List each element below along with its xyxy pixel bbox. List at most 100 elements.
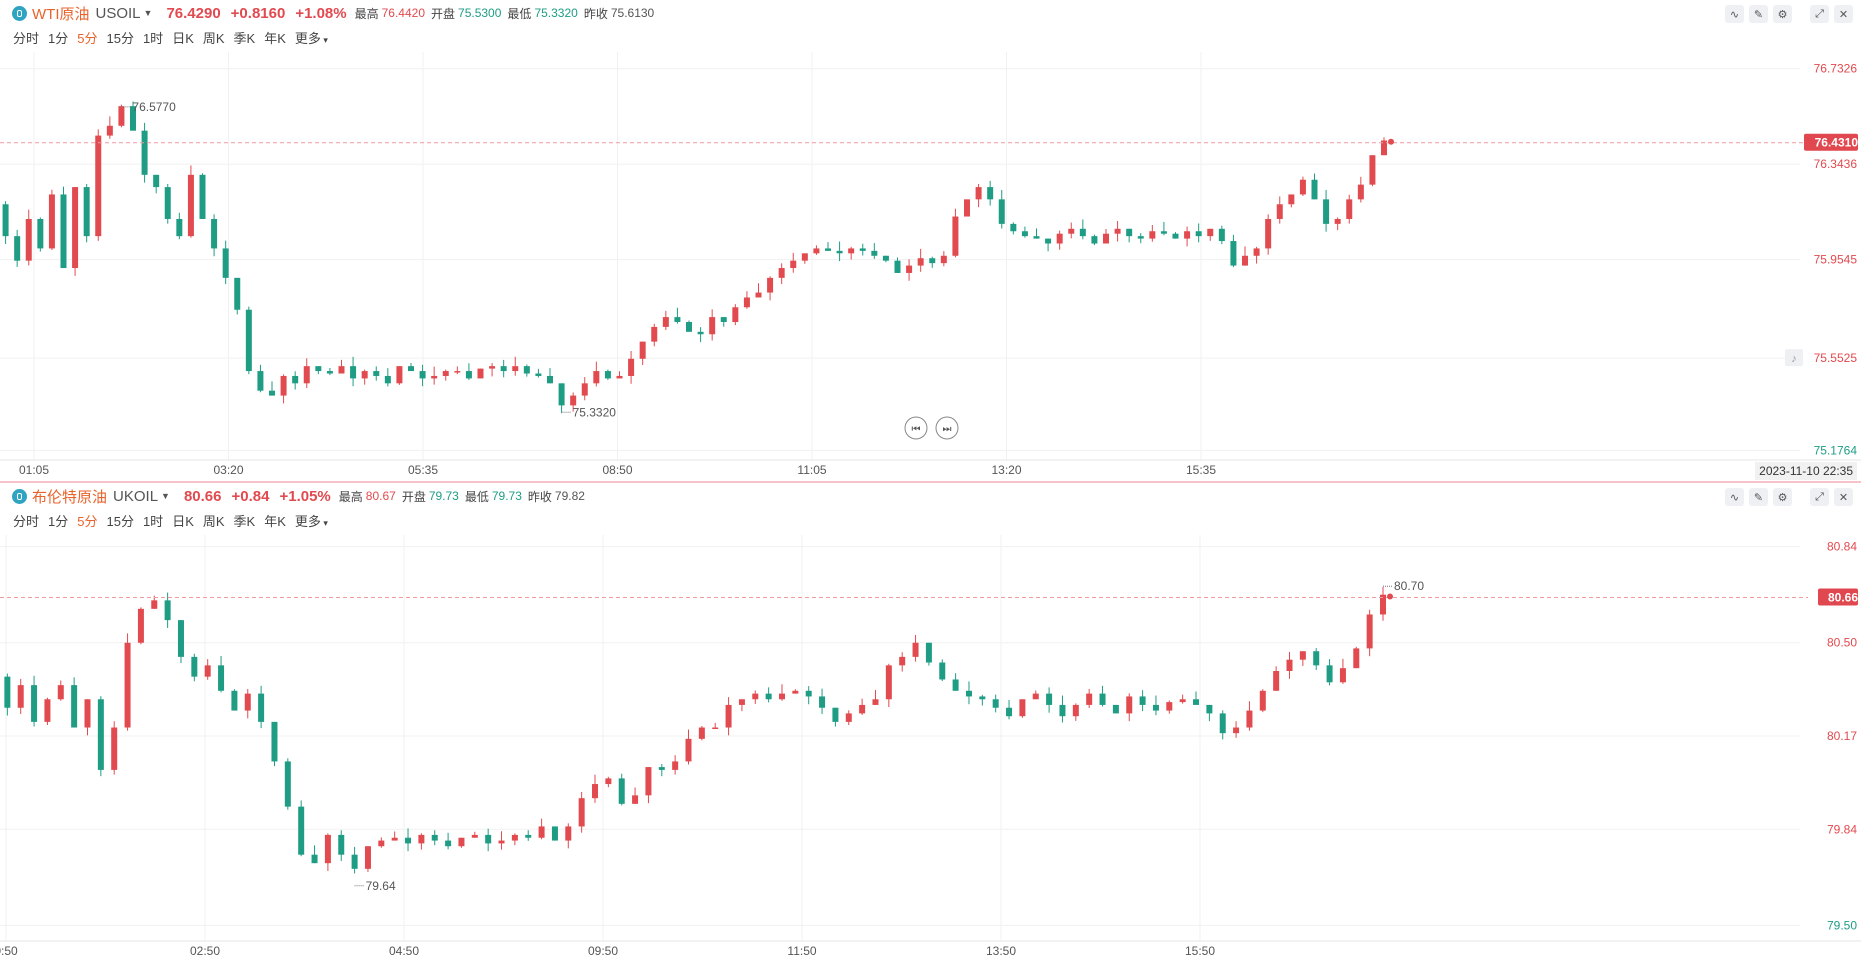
symbol-code[interactable]: UKOIL: [113, 487, 159, 505]
period-tab[interactable]: 1分: [48, 31, 69, 46]
stat-low-label: 最低: [464, 489, 489, 504]
period-tab[interactable]: 1分: [48, 514, 69, 529]
period-tab[interactable]: 15分: [106, 31, 134, 46]
candle-body: [1193, 699, 1200, 705]
candle-body: [378, 840, 385, 847]
candle-body: [565, 826, 572, 841]
candle-body: [151, 600, 158, 609]
draw-pencil-icon[interactable]: ✎: [1749, 488, 1768, 506]
candle-body: [164, 187, 171, 219]
price-change: +0.84: [231, 487, 270, 505]
period-tab[interactable]: 年K: [264, 31, 286, 46]
pane-divider[interactable]: [0, 481, 1861, 483]
candle-body: [177, 620, 184, 657]
candle-body: [535, 373, 542, 376]
candle-body: [222, 248, 229, 278]
chevron-down-icon[interactable]: ▼: [143, 8, 153, 18]
candle-body: [137, 608, 144, 643]
symbol-code[interactable]: USOIL: [95, 4, 141, 22]
expand-icon[interactable]: ⤢: [1810, 488, 1829, 506]
candle-body: [894, 260, 901, 273]
period-tab[interactable]: 分时: [13, 31, 40, 46]
period-tab[interactable]: 分时: [13, 514, 40, 529]
candle-body: [500, 366, 507, 372]
candle-body: [1259, 690, 1266, 711]
stat-high-label: 最高: [354, 6, 379, 21]
candle-body: [418, 834, 425, 844]
draw-pencil-icon[interactable]: ✎: [1749, 5, 1768, 23]
candle-body: [442, 371, 449, 376]
chevron-down-icon[interactable]: ▼: [161, 491, 170, 501]
candle-body: [72, 187, 79, 269]
candle-body: [832, 707, 839, 722]
candle-body: [819, 696, 826, 708]
period-more-dropdown[interactable]: 更多: [295, 511, 328, 529]
x-tick-label: 08:50: [602, 463, 632, 477]
candle-body: [512, 366, 519, 372]
indicator-icon[interactable]: ∿: [1725, 5, 1744, 23]
period-tab[interactable]: 15分: [106, 514, 134, 529]
candle-body: [965, 690, 972, 697]
candle-body: [538, 826, 545, 838]
candle-body: [187, 174, 194, 237]
candle-body: [1126, 228, 1133, 237]
candle-body: [929, 258, 936, 264]
candle-body: [211, 218, 218, 249]
period-tab[interactable]: 季K: [233, 514, 256, 529]
candle-body: [578, 798, 585, 827]
candle-body: [269, 390, 275, 396]
candle-body: [765, 693, 772, 700]
candle-body: [124, 642, 131, 728]
candle-body: [338, 834, 345, 855]
symbol-name[interactable]: WTI原油: [32, 5, 90, 23]
candle-body: [732, 307, 739, 322]
period-tab[interactable]: 日K: [172, 31, 194, 46]
candle-body: [525, 834, 532, 838]
candle-body: [1219, 713, 1226, 734]
skip-forward-icon: ⏭: [943, 424, 952, 435]
candle-body: [4, 676, 11, 708]
price-change-pct: +1.08%: [295, 4, 347, 22]
period-tab[interactable]: 季K: [233, 31, 256, 46]
period-tab[interactable]: 周K: [202, 514, 225, 529]
period-more-dropdown[interactable]: 更多: [295, 28, 328, 46]
skip-back-icon: ⏮: [912, 424, 921, 435]
candle-body: [1326, 665, 1333, 683]
period-tab[interactable]: 日K: [172, 514, 194, 529]
candle-body: [1218, 228, 1225, 242]
candle-body: [712, 727, 719, 730]
period-tab[interactable]: 1时: [142, 514, 164, 529]
indicator-icon[interactable]: ∿: [1725, 488, 1744, 506]
expand-icon[interactable]: ⤢: [1810, 5, 1829, 23]
candle-body: [1273, 671, 1280, 691]
period-tab[interactable]: 年K: [264, 514, 286, 529]
candle-body: [672, 761, 679, 770]
period-tab[interactable]: 1时: [142, 31, 164, 46]
candle-body: [975, 187, 982, 200]
candle-body: [551, 826, 558, 841]
symbol-name[interactable]: 布伦特原油: [32, 488, 108, 506]
close-icon[interactable]: ✕: [1834, 5, 1853, 23]
current-price-tag: [1804, 133, 1858, 151]
period-tab[interactable]: 周K: [202, 31, 225, 46]
candle-body: [1357, 184, 1364, 200]
candle-body: [245, 309, 252, 372]
candle-body: [651, 326, 658, 342]
close-icon[interactable]: ✕: [1834, 488, 1853, 506]
candlestick-chart-wti[interactable]: 01:05 03:20 05:35 08:50 11:05 13:20 15:35 76.73…: [0, 52, 1861, 482]
period-tab-active[interactable]: 5分: [77, 31, 98, 46]
period-tab-active[interactable]: 5分: [77, 514, 98, 529]
bell-icon: [1785, 349, 1803, 367]
candle-body: [952, 679, 959, 691]
candle-body: [1046, 693, 1053, 705]
settings-icon[interactable]: ⚙: [1773, 488, 1792, 506]
price-change: +0.8160: [230, 4, 286, 22]
candle-body: [639, 341, 646, 359]
candle-body: [391, 837, 398, 841]
candle-body: [836, 250, 843, 254]
candlestick-chart-brent[interactable]: 0:50 02:50 04:50 09:50 11:50 13:50 15:50 80.84 8…: [0, 535, 1861, 960]
settings-icon[interactable]: ⚙: [1773, 5, 1792, 23]
stat-prev-close-label: 昨收: [527, 489, 552, 504]
stat-open-label: 开盘: [431, 6, 456, 21]
candle-body: [1346, 199, 1353, 219]
